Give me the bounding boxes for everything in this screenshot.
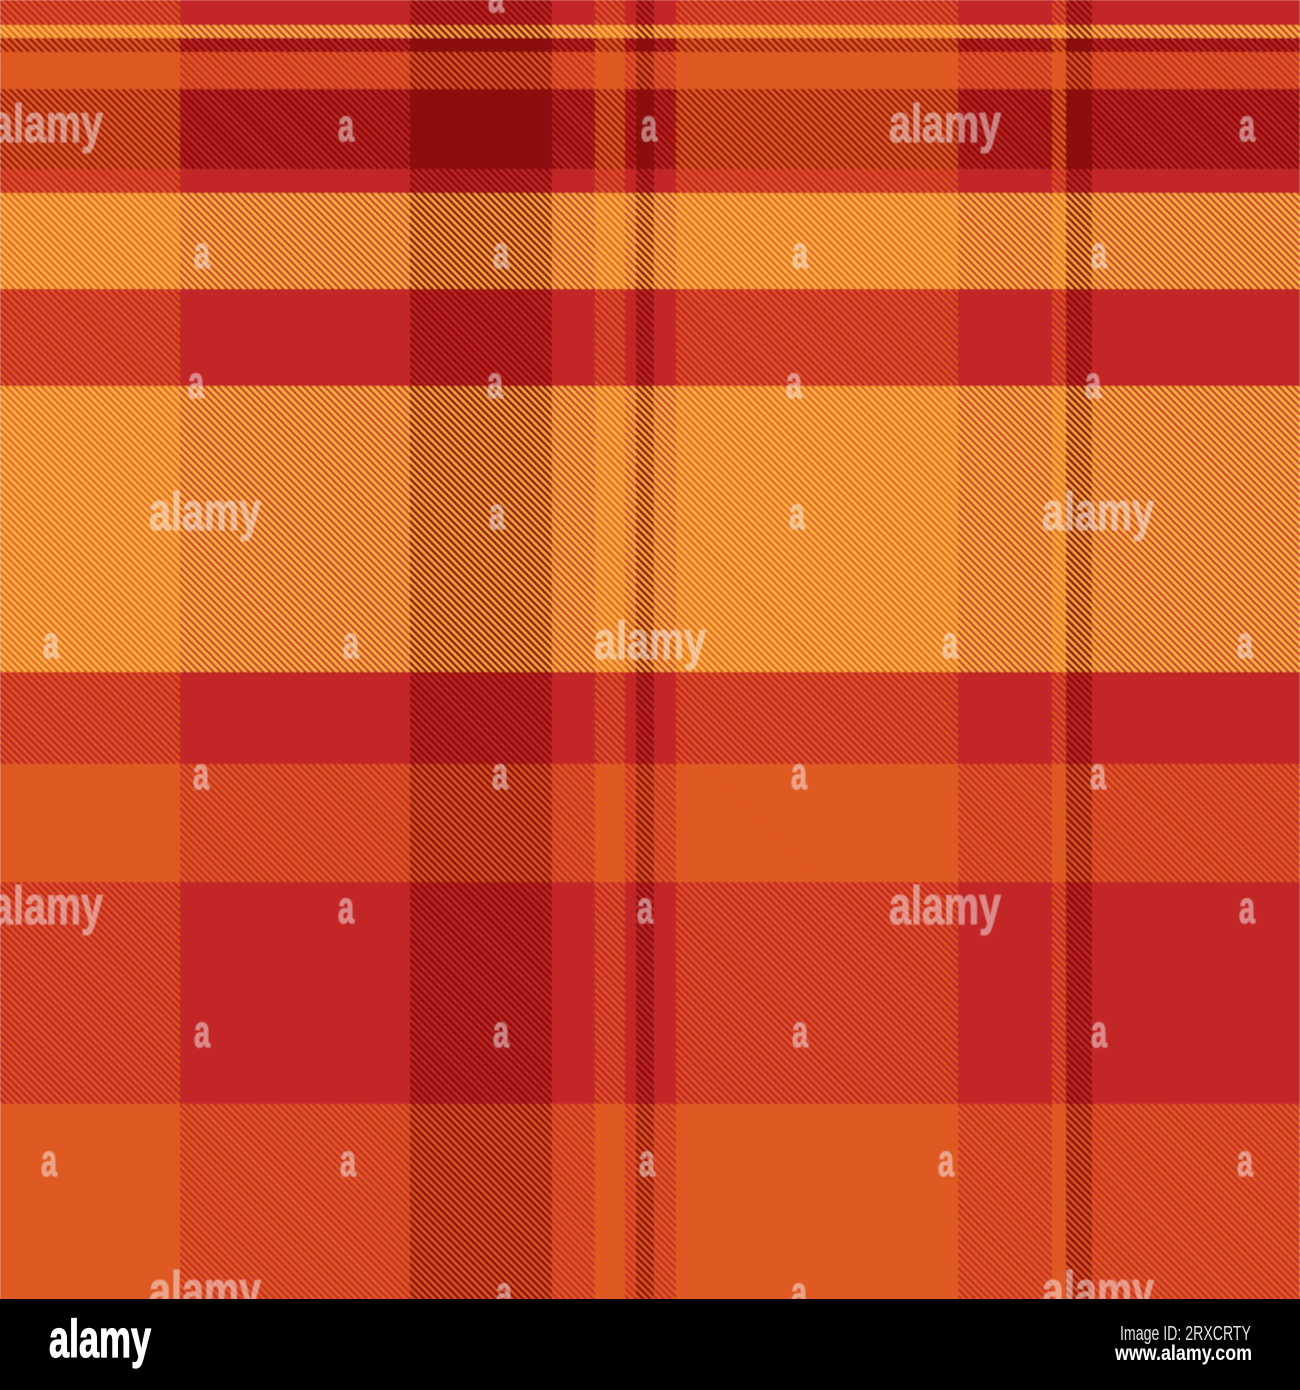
svg-text:a: a <box>41 1135 58 1186</box>
svg-text:a: a <box>340 1135 357 1186</box>
svg-text:a: a <box>1237 617 1254 668</box>
svg-text:a: a <box>338 100 355 151</box>
svg-text:www.alamy.com: www.alamy.com <box>1114 1342 1252 1365</box>
svg-text:a: a <box>942 617 959 668</box>
svg-text:a: a <box>786 357 803 408</box>
svg-text:alamy: alamy <box>49 1310 151 1369</box>
svg-text:a: a <box>637 882 654 933</box>
svg-text:a: a <box>492 748 509 799</box>
svg-text:a: a <box>194 227 211 278</box>
svg-text:a: a <box>792 1006 809 1057</box>
svg-text:a: a <box>487 357 504 408</box>
svg-text:Image ID: 2RXCRTY: Image ID: 2RXCRTY <box>1120 1322 1251 1345</box>
svg-text:a: a <box>188 357 205 408</box>
svg-text:a: a <box>43 617 60 668</box>
svg-text:a: a <box>639 1135 656 1186</box>
svg-text:a: a <box>493 227 510 278</box>
svg-text:a: a <box>194 1006 211 1057</box>
svg-text:a: a <box>1237 1135 1254 1186</box>
svg-text:a: a <box>488 0 505 22</box>
svg-text:alamy: alamy <box>889 876 1001 936</box>
svg-text:a: a <box>193 748 210 799</box>
svg-text:alamy: alamy <box>1042 482 1154 542</box>
svg-text:alamy: alamy <box>0 876 103 936</box>
svg-text:a: a <box>641 100 658 151</box>
svg-text:alamy: alamy <box>149 482 261 542</box>
svg-text:a: a <box>1091 227 1108 278</box>
svg-text:a: a <box>1091 1006 1108 1057</box>
svg-text:a: a <box>493 1006 510 1057</box>
svg-text:a: a <box>791 748 808 799</box>
svg-text:alamy: alamy <box>0 94 103 154</box>
svg-text:a: a <box>938 1135 955 1186</box>
svg-text:alamy: alamy <box>889 94 1001 154</box>
svg-text:a: a <box>1239 882 1256 933</box>
svg-text:alamy: alamy <box>594 611 706 671</box>
svg-text:a: a <box>1085 357 1102 408</box>
svg-text:a: a <box>792 227 809 278</box>
svg-text:a: a <box>489 488 506 539</box>
svg-text:a: a <box>338 882 355 933</box>
svg-text:a: a <box>1090 748 1107 799</box>
svg-text:a: a <box>789 488 806 539</box>
svg-text:a: a <box>1239 100 1256 151</box>
svg-text:a: a <box>343 617 360 668</box>
